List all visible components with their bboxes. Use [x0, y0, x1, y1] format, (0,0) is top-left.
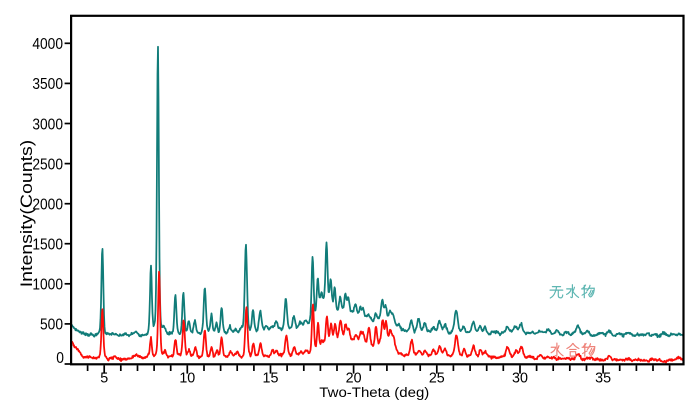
svg-text:5: 5 — [100, 370, 108, 386]
svg-text:Intensity(Counts): Intensity(Counts) — [17, 140, 36, 288]
svg-text:15: 15 — [263, 370, 279, 386]
svg-text:500: 500 — [40, 317, 63, 334]
svg-text:1500: 1500 — [32, 237, 63, 254]
svg-text:Two-Theta (deg): Two-Theta (deg) — [319, 385, 429, 401]
svg-text:0: 0 — [56, 350, 64, 367]
svg-text:35: 35 — [595, 370, 611, 386]
svg-text:3500: 3500 — [32, 76, 63, 93]
svg-text:3000: 3000 — [32, 116, 63, 133]
svg-text:30: 30 — [512, 370, 528, 386]
svg-text:1000: 1000 — [32, 277, 63, 294]
svg-text:20: 20 — [346, 370, 362, 386]
svg-text:2000: 2000 — [32, 197, 63, 214]
svg-text:10: 10 — [179, 370, 195, 386]
svg-text:25: 25 — [429, 370, 445, 386]
svg-text:2500: 2500 — [32, 156, 63, 173]
svg-text:4000: 4000 — [32, 36, 63, 53]
